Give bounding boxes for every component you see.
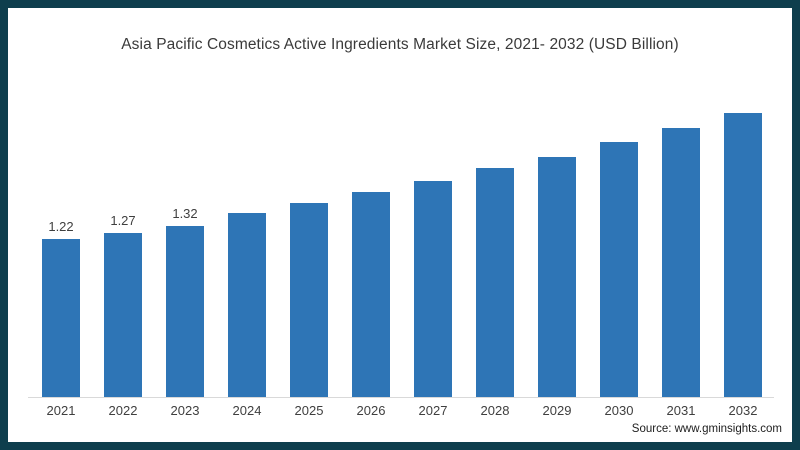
bar-2031 — [662, 128, 700, 397]
x-tick-label-2031: 2031 — [666, 403, 696, 418]
x-tick-label-2023: 2023 — [170, 403, 200, 418]
bar-value-label-2022: 1.27 — [110, 213, 136, 228]
bar-2030 — [600, 142, 638, 397]
chart-title: Asia Pacific Cosmetics Active Ingredient… — [121, 36, 679, 53]
x-tick-label-2030: 2030 — [604, 403, 634, 418]
bar-value-label-2021: 1.22 — [48, 219, 74, 234]
x-tick-label-2026: 2026 — [356, 403, 386, 418]
x-tick-label-2021: 2021 — [46, 403, 76, 418]
bar-2028 — [476, 168, 514, 397]
bar-2021 — [42, 239, 80, 397]
bar-2023 — [166, 226, 204, 397]
x-tick-label-2029: 2029 — [542, 403, 572, 418]
x-tick-label-2022: 2022 — [108, 403, 138, 418]
x-tick-label-2025: 2025 — [294, 403, 324, 418]
source-attribution: Source: www.gminsights.com — [631, 423, 782, 435]
bar-2029 — [538, 157, 576, 397]
x-tick-label-2032: 2032 — [728, 403, 758, 418]
x-tick-label-2027: 2027 — [418, 403, 448, 418]
bar-2027 — [414, 181, 452, 397]
bar-2024 — [228, 213, 266, 397]
x-axis-line — [28, 397, 774, 398]
x-tick-label-2024: 2024 — [232, 403, 262, 418]
bar-2022 — [104, 233, 142, 397]
x-tick-label-2028: 2028 — [480, 403, 510, 418]
bar-2032 — [724, 113, 762, 397]
bar-2026 — [352, 192, 390, 397]
bar-value-label-2023: 1.32 — [172, 206, 198, 221]
bar-2025 — [290, 203, 328, 397]
